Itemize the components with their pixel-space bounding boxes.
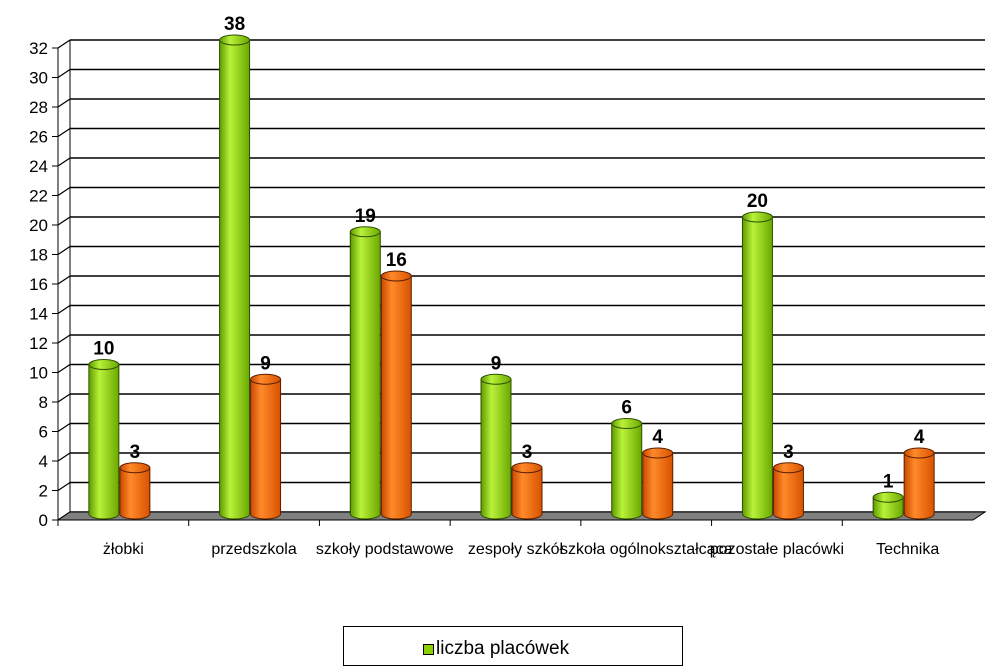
bars [88, 34, 935, 520]
y-tick-label: 26 [29, 128, 48, 147]
y-tick-label: 10 [29, 364, 48, 383]
data-label: 3 [783, 442, 794, 463]
x-category-label: pozostałe placówki [710, 541, 844, 558]
data-label: 16 [386, 250, 407, 271]
x-category-label: Technika [876, 541, 939, 558]
gridline-depth [57, 98, 71, 108]
x-category-label: szkoły podstawowe [316, 541, 454, 558]
gridline-depth [57, 393, 71, 403]
gridline-depth [57, 216, 71, 226]
gridline-depth [57, 334, 71, 344]
legend-swatch [423, 643, 434, 655]
data-label: 38 [224, 14, 245, 35]
legend-label: liczba placówek [436, 638, 570, 659]
gridline-depth [57, 305, 71, 314]
data-label: 4 [914, 427, 925, 448]
bar [88, 359, 120, 520]
gridline-depth [57, 452, 71, 462]
y-tick-label: 6 [39, 423, 48, 442]
bar [480, 373, 512, 520]
bar [642, 447, 674, 520]
data-label: 6 [621, 398, 632, 419]
gridline-depth [57, 275, 71, 285]
bar [119, 462, 151, 520]
y-tick-label: 14 [29, 305, 48, 324]
gridline-depth [57, 187, 71, 196]
x-category-label: szkoła ogólnokształcąca [560, 541, 733, 558]
data-label: 19 [355, 206, 376, 227]
bar [611, 418, 643, 520]
data-label: 3 [130, 442, 141, 463]
gridline-depth [57, 39, 71, 49]
y-tick-label: 18 [29, 246, 48, 265]
y-tick-label: 4 [39, 452, 48, 471]
data-label: 9 [260, 353, 271, 374]
legend: liczba placówek [343, 626, 683, 666]
data-label: 1 [883, 471, 894, 492]
data-label: 9 [491, 353, 502, 374]
x-category-label: przedszkola [211, 541, 296, 558]
bar [380, 270, 412, 520]
gridline-depth [57, 423, 71, 432]
bar [511, 462, 543, 520]
x-category-label: żłobki [103, 541, 144, 558]
y-tick-label: 22 [29, 187, 48, 206]
data-label: 10 [93, 339, 114, 360]
y-tick-label: 28 [29, 98, 48, 117]
y-tick-label: 30 [29, 69, 48, 88]
gridline-depth [57, 482, 71, 491]
y-tick-label: 20 [29, 216, 48, 235]
bar [349, 226, 381, 520]
data-label: 3 [522, 442, 533, 463]
y-tick-label: 24 [29, 157, 48, 176]
bar [741, 211, 773, 520]
gridline-depth [57, 246, 71, 255]
y-tick-label: 12 [29, 334, 48, 353]
gridline-depth [57, 69, 71, 78]
y-tick-label: 16 [29, 275, 48, 294]
y-tick-label: 8 [39, 393, 48, 412]
data-label: 20 [747, 191, 768, 212]
bar [872, 491, 904, 520]
y-tick-label: 2 [39, 482, 48, 501]
y-tick-label: 32 [29, 39, 48, 58]
gridline-depth [57, 157, 71, 167]
bar [250, 373, 282, 520]
legend-item: liczba placówek [423, 638, 569, 660]
data-label: 4 [652, 427, 663, 448]
gridline-depth [57, 128, 71, 137]
bar [219, 34, 251, 520]
x-category-label: zespoły szkół [468, 541, 564, 558]
y-tick-label: 0 [39, 511, 48, 530]
bar [903, 447, 935, 520]
bar [772, 462, 804, 520]
gridline-depth [57, 364, 71, 373]
